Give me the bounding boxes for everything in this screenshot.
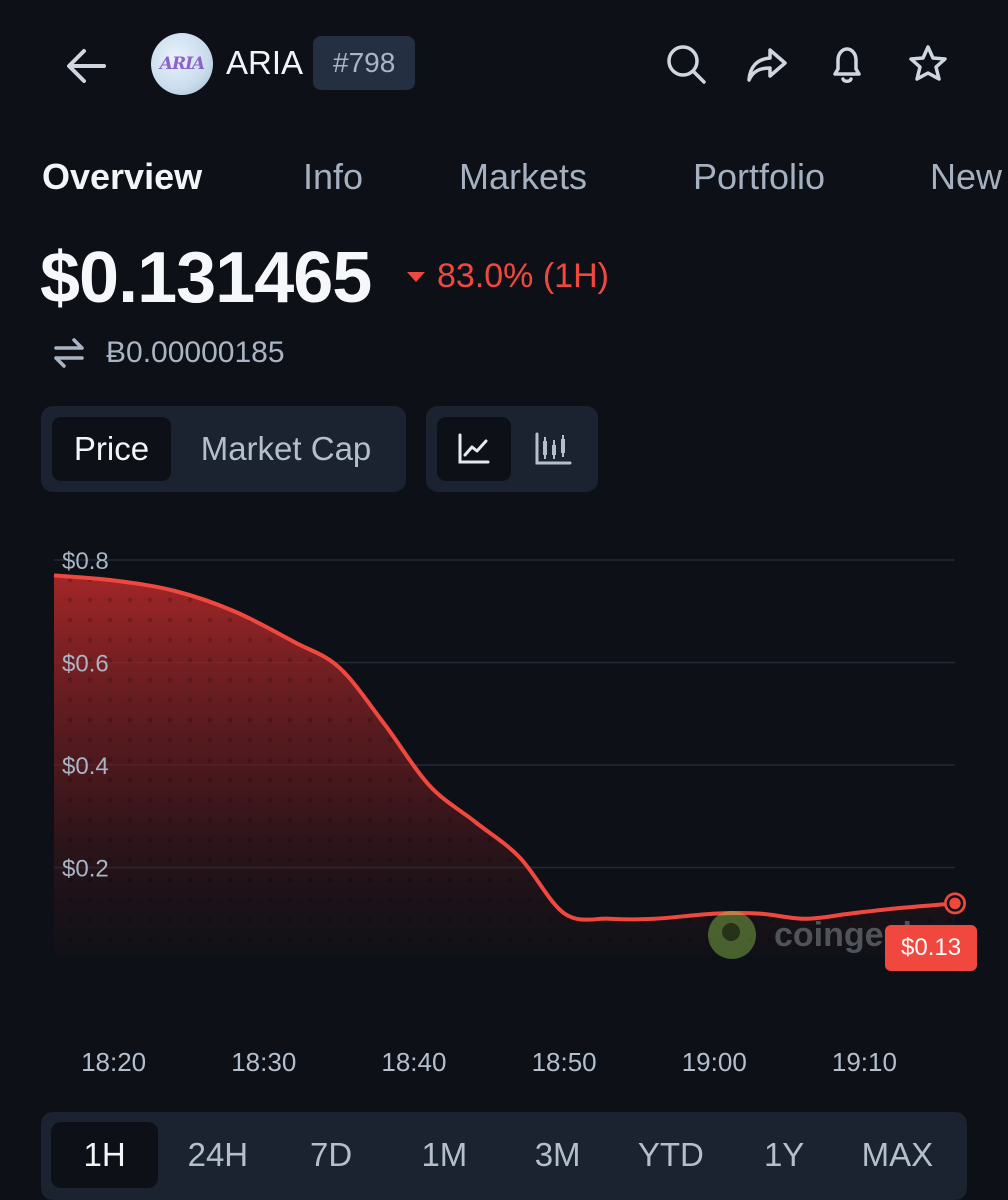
- share-icon[interactable]: [743, 40, 791, 88]
- x-tick-label: 19:10: [831, 1047, 897, 1077]
- price-line: [53, 573, 956, 922]
- x-tick-label: 18:40: [381, 1047, 447, 1077]
- coin-name: ARIA: [226, 44, 304, 81]
- chart-type-toggle: [426, 406, 598, 492]
- range-button-1m[interactable]: 1M: [421, 1136, 468, 1173]
- last-price-label: $0.13: [885, 925, 978, 971]
- y-tick-label: $0.6: [62, 651, 109, 678]
- tab-news[interactable]: New: [930, 156, 1003, 197]
- range-button-1y[interactable]: 1Y: [763, 1136, 805, 1173]
- current-price: $0.131465: [40, 238, 372, 318]
- back-arrow-icon[interactable]: [60, 40, 112, 92]
- coingecko-watermark: coingecko: [708, 910, 942, 960]
- x-tick-label: 18:50: [531, 1047, 597, 1077]
- metric-toggle: Price Market Cap: [41, 406, 406, 492]
- x-tick-label: 18:20: [81, 1047, 147, 1077]
- tab-overview[interactable]: Overview: [42, 156, 203, 197]
- price-toggle-button[interactable]: Price: [52, 417, 171, 481]
- swap-icon[interactable]: [50, 334, 88, 372]
- y-tick-label: $0.8: [62, 548, 109, 575]
- line-chart-button[interactable]: [437, 417, 511, 481]
- last-price-marker-inner: [946, 895, 964, 912]
- range-button-7d[interactable]: 7D: [310, 1136, 353, 1173]
- rank-badge: #798: [313, 36, 416, 90]
- range-button-3m[interactable]: 3M: [534, 1136, 581, 1173]
- market-cap-toggle-button[interactable]: Market Cap: [200, 430, 372, 467]
- bell-icon[interactable]: [823, 40, 871, 88]
- range-button-max[interactable]: MAX: [861, 1136, 934, 1173]
- y-tick-label: $0.4: [62, 753, 109, 780]
- down-triangle-icon: [407, 272, 425, 282]
- range-button-24h[interactable]: 24H: [187, 1136, 249, 1173]
- search-icon[interactable]: [662, 40, 710, 88]
- tab-portfolio[interactable]: Portfolio: [693, 156, 826, 197]
- coin-logo: ARIA: [151, 33, 213, 95]
- coingecko-logo-icon: [708, 911, 756, 959]
- candlestick-chart-button[interactable]: [520, 417, 586, 481]
- price-area-pattern: [54, 575, 955, 955]
- btc-price: Ƀ0.00000185: [106, 336, 285, 369]
- x-tick-label: 18:30: [231, 1047, 297, 1077]
- star-icon[interactable]: [904, 40, 952, 88]
- candlestick-chart-icon: [535, 432, 572, 465]
- line-chart-icon: [458, 433, 490, 464]
- time-range-selector: 1H 24H 7D 1M 3M YTD 1Y MAX: [41, 1112, 967, 1200]
- range-button-ytd[interactable]: YTD: [637, 1136, 704, 1173]
- price-chart[interactable]: $0.8 $0.6 $0.4 $0.2: [0, 530, 1008, 960]
- tab-info[interactable]: Info: [303, 156, 364, 197]
- x-tick-label: 19:00: [681, 1047, 747, 1077]
- y-tick-label: $0.2: [62, 856, 109, 883]
- tab-markets[interactable]: Markets: [459, 156, 588, 197]
- range-button-1h[interactable]: 1H: [51, 1122, 159, 1188]
- price-change: 83.0% (1H): [437, 257, 609, 295]
